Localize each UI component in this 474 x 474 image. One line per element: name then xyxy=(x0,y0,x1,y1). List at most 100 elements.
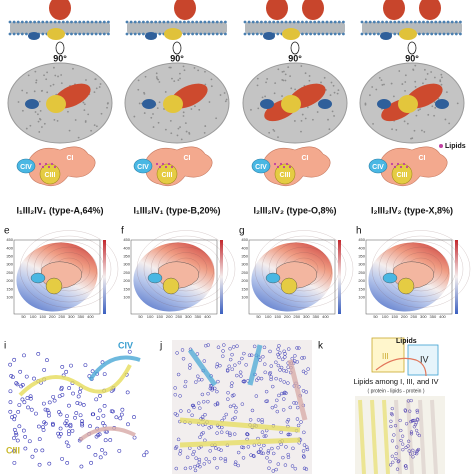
complex-iv xyxy=(263,32,275,40)
k-density xyxy=(393,424,398,428)
density-mesh xyxy=(43,407,48,412)
headgroup xyxy=(364,20,368,24)
lipid-texture xyxy=(179,77,181,80)
k-helix xyxy=(382,399,390,474)
x-tick-label: 400 xyxy=(87,314,94,319)
lipid-texture xyxy=(287,66,290,69)
x-tick-label: 250 xyxy=(175,314,182,319)
density-mesh xyxy=(223,457,228,461)
density-mesh xyxy=(78,413,83,418)
headgroup xyxy=(70,20,73,24)
x-tick-label: 100 xyxy=(265,314,272,319)
lipid-texture xyxy=(375,88,378,91)
density-mesh xyxy=(274,360,278,365)
density-mesh xyxy=(67,386,72,390)
density-mesh xyxy=(228,433,232,438)
headgroup xyxy=(82,32,86,36)
lipid-texture xyxy=(77,136,80,139)
density-mesh xyxy=(232,432,237,436)
headgroup xyxy=(377,20,380,24)
density-mesh xyxy=(247,353,252,358)
headgroup xyxy=(454,20,458,24)
headgroup xyxy=(45,20,49,24)
lipid-texture xyxy=(371,86,374,88)
headgroup xyxy=(301,32,304,36)
headgroup xyxy=(125,20,129,24)
lipid-texture xyxy=(257,107,260,110)
headgroup xyxy=(195,20,199,24)
lipid-texture xyxy=(266,78,269,80)
density-mesh xyxy=(261,354,265,359)
density-mesh xyxy=(126,422,130,427)
k-density xyxy=(407,439,411,443)
k-density xyxy=(399,438,403,443)
k-density xyxy=(404,422,409,426)
lipid-texture xyxy=(164,128,167,131)
lipid-texture xyxy=(282,79,285,82)
headgroup xyxy=(154,20,158,24)
lipid-texture xyxy=(300,65,303,67)
headgroup xyxy=(25,32,28,36)
lipid-texture xyxy=(56,119,59,122)
density-mesh xyxy=(206,399,210,404)
density-mesh xyxy=(221,349,225,353)
density-mesh xyxy=(264,434,268,438)
density-mesh xyxy=(296,423,301,428)
density-mesh xyxy=(193,464,197,469)
lipid-texture xyxy=(54,74,57,77)
k-density xyxy=(389,424,393,429)
x-tick-label: 150 xyxy=(39,314,46,319)
lipid-texture xyxy=(182,115,185,117)
density-mesh xyxy=(276,445,280,450)
lipid-texture xyxy=(277,136,279,138)
complex-i xyxy=(419,0,441,20)
density-mesh xyxy=(201,431,205,435)
rotation-label: 90° xyxy=(288,53,302,63)
density-mesh xyxy=(51,394,56,399)
y-tick-label: 400 xyxy=(358,245,365,250)
density-mesh xyxy=(194,456,198,460)
headgroup xyxy=(247,20,251,24)
caption: I₂III₂IV₂ (type-O,8%) xyxy=(253,205,336,215)
lipid-texture xyxy=(272,128,275,131)
density-mesh xyxy=(94,397,99,402)
density-mesh xyxy=(282,368,286,373)
density-mesh xyxy=(209,425,213,429)
headgroup xyxy=(158,20,162,24)
headgroup xyxy=(66,20,69,24)
x-tick-label: 350 xyxy=(78,314,85,319)
density-mesh xyxy=(210,386,214,391)
complex-iii-top xyxy=(46,95,66,113)
k-density xyxy=(408,452,413,456)
x-tick-label: 50 xyxy=(21,314,26,319)
ciii-outline xyxy=(45,277,63,295)
density-mesh xyxy=(212,456,217,461)
density-mesh xyxy=(57,410,61,414)
density-mesh xyxy=(25,396,30,400)
density-mesh xyxy=(45,358,49,363)
rotation-label: 90° xyxy=(53,53,67,63)
lipid-texture xyxy=(156,107,159,109)
y-tick-label: 300 xyxy=(6,262,13,267)
lipid-texture xyxy=(392,95,395,98)
lipid-texture xyxy=(268,131,271,134)
headgroup xyxy=(409,20,413,24)
y-tick-label: 200 xyxy=(123,278,130,283)
density-mesh xyxy=(74,411,79,415)
lipid-texture xyxy=(406,122,409,125)
lipid-texture xyxy=(184,122,187,125)
x-tick-label: 350 xyxy=(195,314,202,319)
density-mesh xyxy=(66,444,71,449)
density-mesh xyxy=(198,435,202,440)
headgroup xyxy=(142,32,145,36)
density-mesh xyxy=(179,409,183,413)
density-mesh xyxy=(190,413,194,418)
density-mesh xyxy=(89,460,93,465)
density-mesh xyxy=(15,438,20,443)
density-mesh xyxy=(268,459,272,464)
density-mesh xyxy=(57,434,62,439)
lipid-texture xyxy=(133,115,136,118)
x-tick-label: 200 xyxy=(166,314,173,319)
lipid-texture xyxy=(323,76,326,79)
k-helix xyxy=(394,399,402,474)
